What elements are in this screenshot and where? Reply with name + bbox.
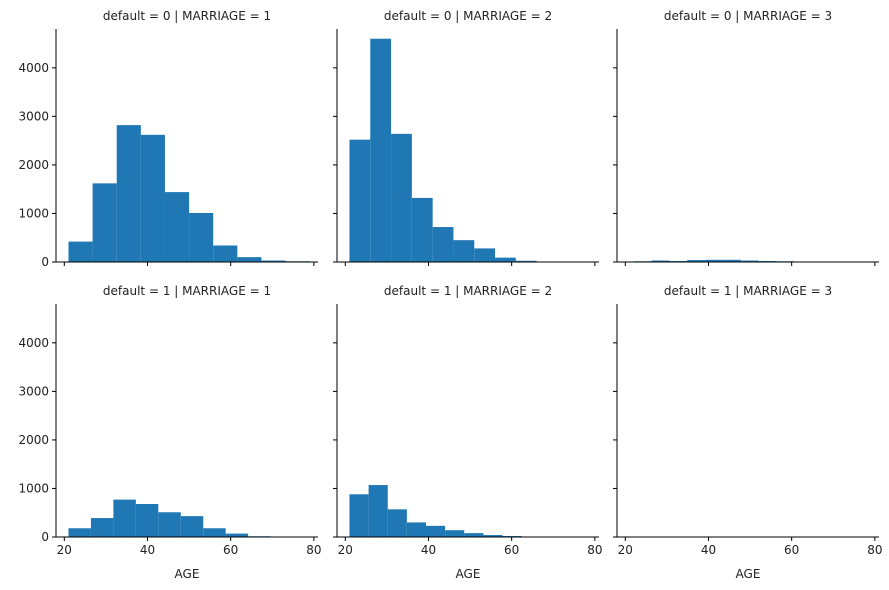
histogram-bar [515,260,537,262]
histogram-bar [180,516,204,537]
histogram-bar [164,192,190,262]
histogram-bar [474,248,496,262]
histogram-bar [189,212,214,262]
x-tick-label: 80 [587,543,602,557]
y-tick-label: 0 [41,255,49,269]
histogram-bar [406,522,426,537]
x-tick-label: 60 [223,543,238,557]
facet-panel: default = 1 | MARRIAGE = 1 0 1000 2000 3000 4… [18,284,321,581]
histogram-bar [723,259,741,262]
y-tick-label: 1000 [18,206,49,220]
histogram-bar [158,512,181,537]
histogram-bar [68,528,91,537]
x-tick-label: 20 [618,543,633,557]
histogram-bar [113,499,136,537]
y-tick-label: 4000 [18,336,49,350]
histogram-bar [225,533,249,537]
facet-panel: default = 0 | MARRIAGE = 2 [333,9,599,266]
x-tick-label: 20 [338,543,353,557]
histogram-bar [349,139,371,262]
x-tick-label: 80 [306,543,321,557]
y-tick-label: 2000 [18,433,49,447]
histogram-bar [116,125,141,262]
panel-title: default = 0 | MARRIAGE = 1 [103,9,271,23]
facet-panel: default = 0 | MARRIAGE = 1 0 1000 2000 3000 4… [18,9,318,269]
histogram-bar [425,525,446,537]
histogram-bar [464,533,484,537]
y-tick-label: 3000 [18,109,49,123]
histogram-bar [140,134,165,262]
x-tick-label: 60 [504,543,519,557]
y-tick-label: 2000 [18,158,49,172]
histogram-bar [445,530,465,537]
histogram-bar [391,133,412,262]
x-tick-label: 20 [57,543,72,557]
histogram-bar [453,240,475,262]
histogram-bar [411,197,433,262]
panel-title: default = 1 | MARRIAGE = 1 [103,284,271,298]
panel-title: default = 1 | MARRIAGE = 2 [384,284,552,298]
x-tick-label: 40 [701,543,716,557]
facet-panel: default = 1 | MARRIAGE = 3 20 40 60 80 AGE [613,284,882,581]
x-tick-label: 40 [421,543,436,557]
histogram-bar [387,509,407,537]
histogram-bar [368,485,388,537]
panel-title: default = 0 | MARRIAGE = 3 [664,9,832,23]
histogram-bar [705,259,724,262]
histogram-bar [135,503,159,537]
histogram-bar [237,257,262,262]
histogram-bar [370,38,392,263]
histogram-bar [651,260,670,262]
histogram-bar [90,518,114,537]
histogram-bar [432,227,454,262]
histogram-bar [261,260,286,262]
y-tick-label: 1000 [18,481,49,495]
histogram-bar [213,245,238,262]
panel-title: default = 1 | MARRIAGE = 3 [664,284,832,298]
histogram-bar [203,528,226,537]
x-tick-label: 40 [140,543,155,557]
histogram-bar [687,260,706,262]
y-tick-label: 0 [41,530,49,544]
histogram-bar [349,494,369,537]
panel-title: default = 0 | MARRIAGE = 2 [384,9,552,23]
x-tick-label: 80 [867,543,882,557]
facet-panel: default = 1 | MARRIAGE = 2 20 40 60 80 AGE [333,284,602,581]
histogram-bar [495,257,516,262]
histogram-bar [68,241,93,262]
histogram-bar [740,260,759,262]
x-axis-label: AGE [736,567,761,581]
x-axis-label: AGE [456,567,481,581]
y-tick-label: 4000 [18,61,49,75]
x-axis-label: AGE [175,567,200,581]
histogram-bar [92,183,117,262]
y-tick-label: 3000 [18,384,49,398]
x-tick-label: 60 [784,543,799,557]
histogram-bar [483,535,503,537]
facet-panel: default = 0 | MARRIAGE = 3 [613,9,879,266]
